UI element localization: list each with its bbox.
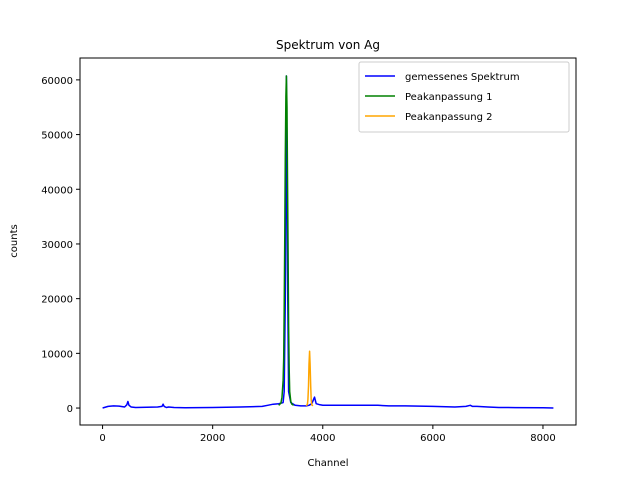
series-line-2 (278, 75, 295, 406)
x-tick-label: 0 (99, 433, 105, 444)
y-tick-label: 40000 (41, 185, 73, 196)
y-axis: 0 10000 20000 30000 40000 50000 60000 (41, 76, 80, 415)
series-line-3 (305, 350, 314, 407)
x-tick-label: 8000 (530, 433, 555, 444)
y-tick-label: 30000 (41, 240, 73, 251)
y-tick-label: 0 (67, 404, 73, 415)
x-tick-label: 4000 (310, 433, 335, 444)
x-axis-label: Channel (307, 458, 348, 469)
y-tick-label: 60000 (41, 76, 73, 87)
y-axis-label: counts (9, 224, 20, 257)
y-tick-label: 50000 (41, 131, 73, 142)
legend-label-1: gemessenes Spektrum (405, 72, 520, 83)
chart-title: Spektrum von Ag (276, 38, 380, 52)
x-tick-label: 6000 (420, 433, 445, 444)
series-layer (102, 75, 554, 409)
legend-box (358, 61, 570, 133)
legend-label-2: Peakanpassung 1 (405, 92, 493, 103)
plot-frame (79, 57, 577, 426)
x-axis: 0 2000 4000 6000 8000 (99, 425, 556, 444)
legend: gemessenes Spektrum Peakanpassung 1 Peakan… (358, 61, 570, 133)
x-tick-label: 2000 (200, 433, 225, 444)
y-tick-label: 20000 (41, 295, 73, 306)
legend-label-3: Peakanpassung 2 (405, 112, 493, 123)
y-tick-label: 10000 (41, 349, 73, 360)
